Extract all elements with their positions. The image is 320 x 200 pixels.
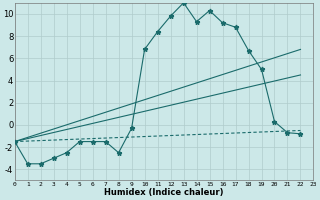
X-axis label: Humidex (Indice chaleur): Humidex (Indice chaleur): [104, 188, 224, 197]
